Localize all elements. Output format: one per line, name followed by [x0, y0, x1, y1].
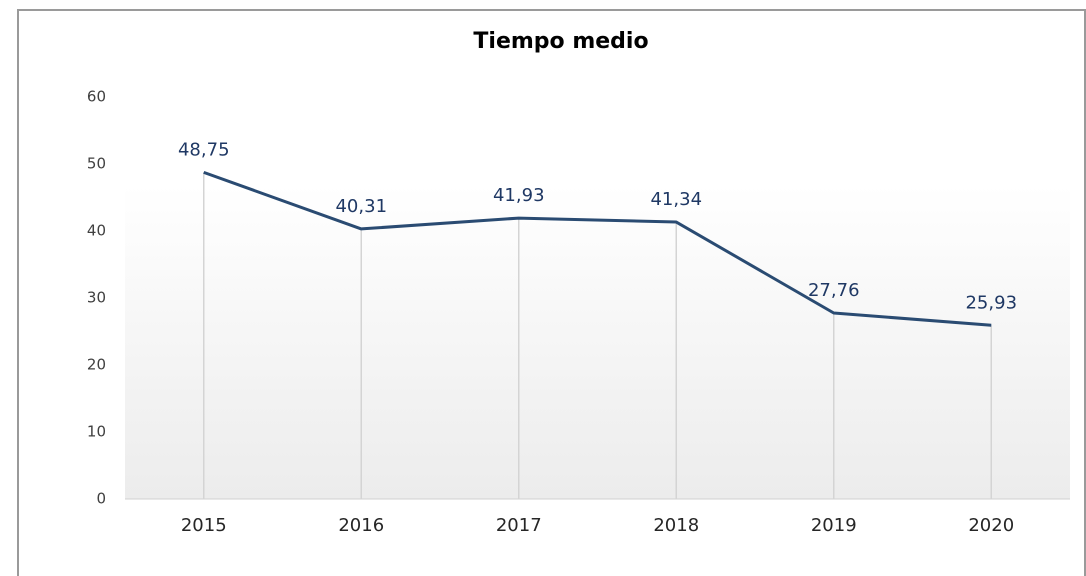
y-tick-label: 40 [87, 222, 106, 240]
y-tick-label: 20 [87, 356, 106, 374]
plot-background [125, 185, 1070, 499]
y-tick-label: 0 [96, 490, 106, 508]
x-tick-label: 2020 [968, 515, 1014, 536]
x-tick-label: 2015 [181, 515, 227, 536]
y-tick-label: 30 [87, 289, 106, 307]
y-tick-label: 10 [87, 423, 106, 441]
x-tick-label: 2016 [338, 515, 384, 536]
x-tick-label: 2017 [496, 515, 542, 536]
data-line [203, 170, 992, 327]
data-label: 41,34 [650, 189, 702, 210]
data-label: 25,93 [965, 292, 1017, 313]
data-label: 40,31 [335, 196, 387, 217]
x-tick-label: 2019 [811, 515, 857, 536]
data-label: 48,75 [178, 139, 230, 160]
x-tick-label: 2018 [653, 515, 699, 536]
y-tick-label: 50 [87, 155, 106, 173]
y-tick-label: 60 [87, 88, 106, 106]
data-label: 41,93 [493, 185, 545, 206]
chart-title: Tiempo medio [473, 29, 648, 54]
data-label: 27,76 [808, 280, 860, 301]
